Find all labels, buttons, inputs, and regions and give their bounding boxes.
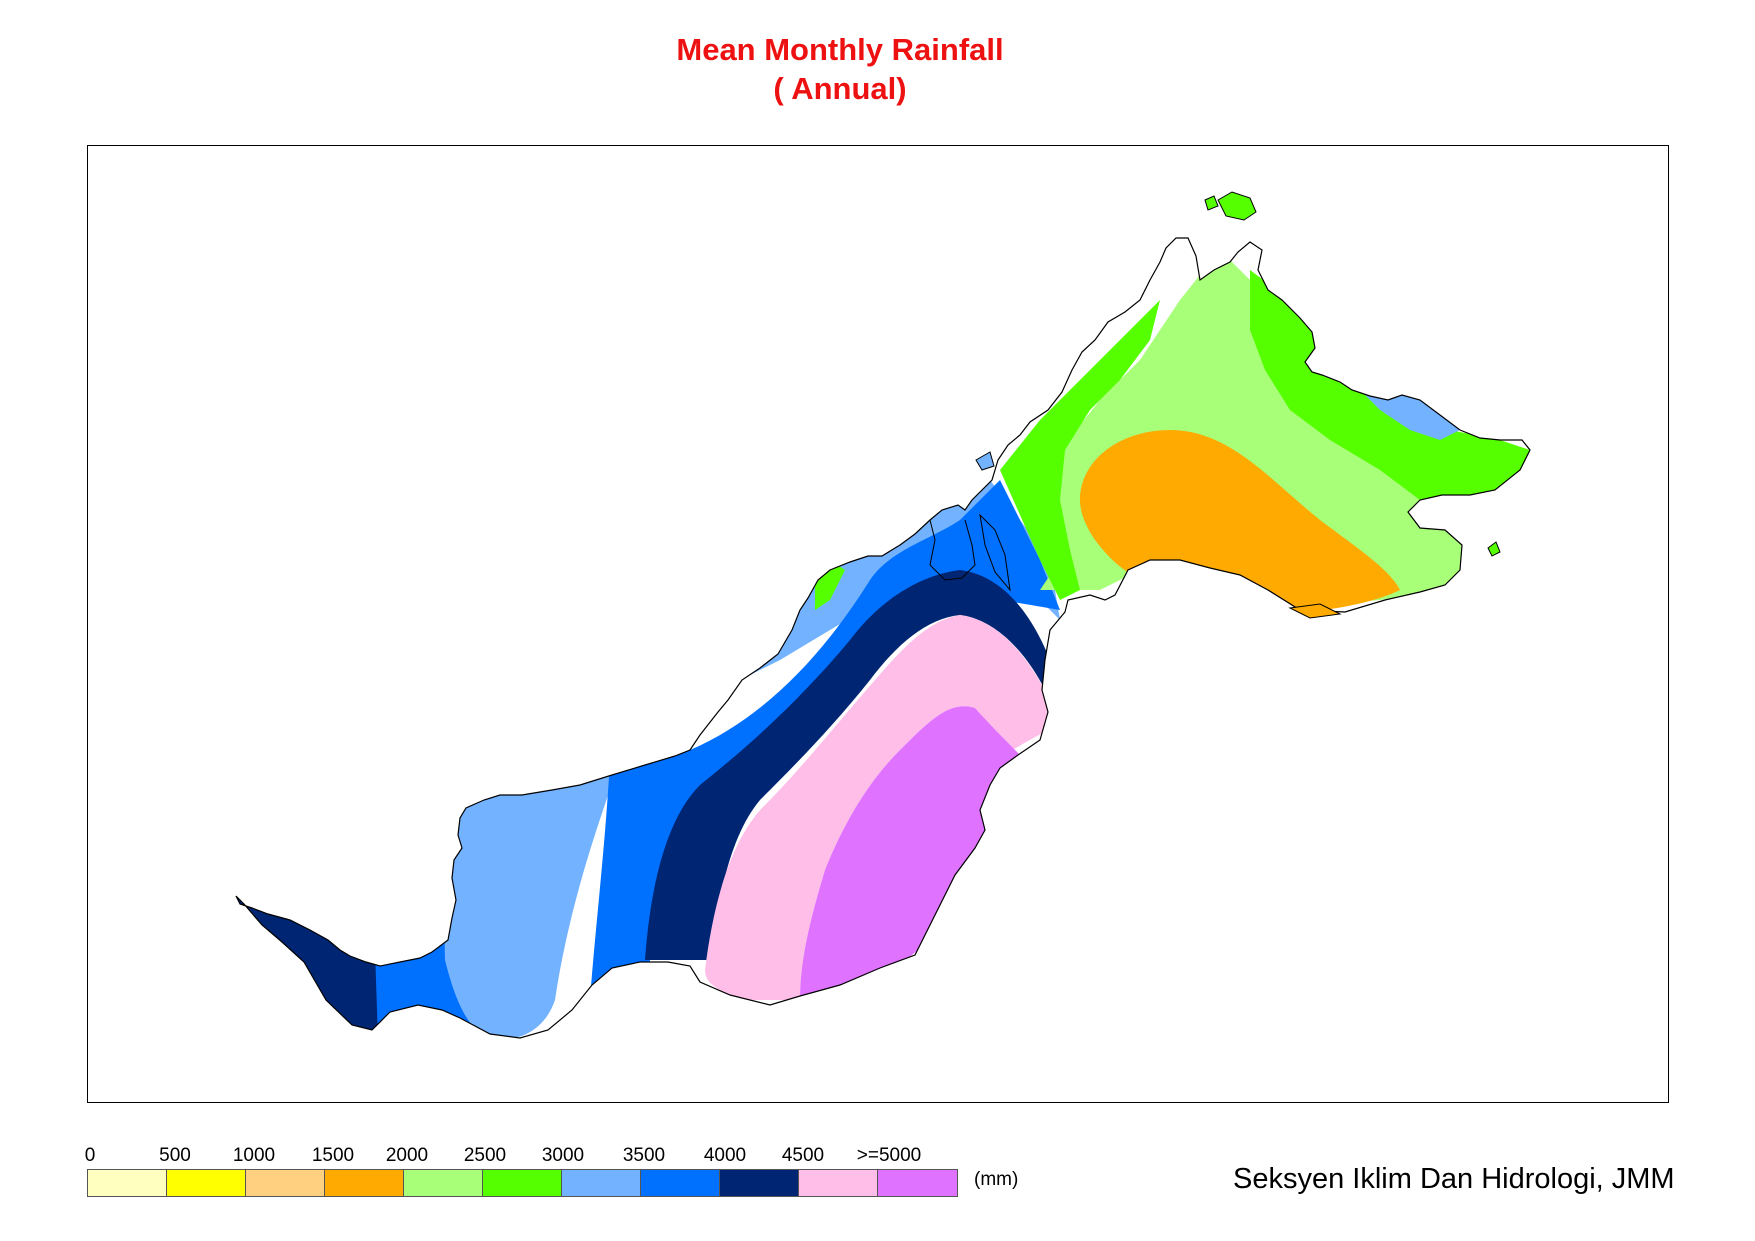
zone-pink [705, 615, 1050, 1000]
small-island-east [1487, 541, 1501, 557]
legend-tick: 1500 [311, 1145, 355, 1166]
zone-green-east [1250, 270, 1530, 500]
zone-blue-central [590, 480, 1060, 1000]
legend-swatch [641, 1170, 720, 1196]
labuan-island [975, 451, 995, 471]
banggi-island [1217, 191, 1257, 221]
legend-swatch [799, 1170, 878, 1196]
legend-tick: 1000 [232, 1145, 276, 1166]
legend-tick: 0 [84, 1145, 96, 1166]
legend-swatch [404, 1170, 483, 1196]
legend-tick: 3000 [541, 1145, 585, 1166]
legend-swatch [88, 1170, 167, 1196]
zone-violet [800, 706, 1030, 1000]
legend-swatch [246, 1170, 325, 1196]
legend-tick: 500 [159, 1145, 191, 1166]
legend-swatch [167, 1170, 246, 1196]
map-subtitle: ( Annual) [773, 71, 907, 106]
brunei-border [929, 513, 1011, 592]
legend-tick: 4000 [703, 1145, 747, 1166]
zone-deep-blue-central [645, 570, 1050, 960]
legend-unit: (mm) [974, 1169, 1019, 1190]
small-island-north [1204, 195, 1219, 211]
legend-swatch [878, 1170, 957, 1196]
legend-tick: 4500 [781, 1145, 825, 1166]
source-credit: Seksyen Iklim Dan Hidrologi, JMM [1233, 1163, 1675, 1195]
sebatik-island [1288, 603, 1342, 619]
map-title: Mean Monthly Rainfall [676, 32, 1004, 67]
zone-deep-blue-west [236, 600, 400, 1038]
legend-color-bar [87, 1169, 958, 1197]
zone-light-blue [440, 760, 620, 1038]
legend-swatch [720, 1170, 799, 1196]
legend-swatch [562, 1170, 641, 1196]
legend-swatch [325, 1170, 404, 1196]
legend-tick: 2500 [463, 1145, 507, 1166]
legend-swatch [483, 1170, 562, 1196]
legend-tick: 2000 [385, 1145, 429, 1166]
legend-tick: 3500 [622, 1145, 666, 1166]
map-frame [87, 145, 1669, 1103]
zone-green-west [1000, 300, 1160, 600]
legend-tick: >=5000 [856, 1145, 922, 1166]
